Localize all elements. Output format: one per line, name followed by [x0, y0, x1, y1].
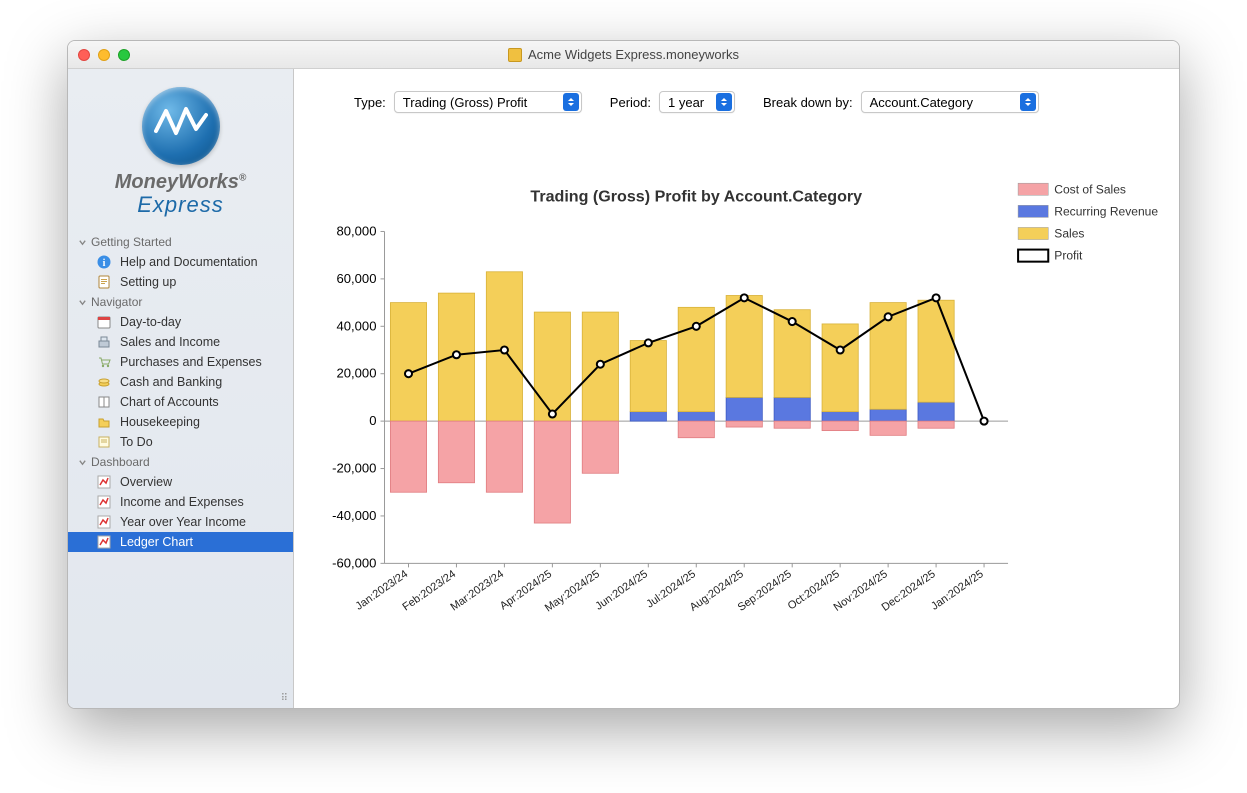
- svg-text:60,000: 60,000: [337, 271, 377, 286]
- folder-icon: [96, 414, 112, 430]
- book-icon: [96, 394, 112, 410]
- brand-line2: Express: [68, 192, 293, 218]
- sidebar-item-income-and-expenses[interactable]: Income and Expenses: [68, 492, 293, 512]
- chart-controls: Type: Trading (Gross) Profit Period: 1 y…: [294, 69, 1179, 117]
- svg-text:-20,000: -20,000: [332, 461, 376, 476]
- type-control: Type: Trading (Gross) Profit: [354, 91, 582, 113]
- document-icon: [508, 48, 522, 62]
- breakdown-label: Break down by:: [763, 95, 853, 110]
- main-panel: Type: Trading (Gross) Profit Period: 1 y…: [294, 69, 1179, 708]
- period-label: Period:: [610, 95, 651, 110]
- svg-text:Jan:2024/25: Jan:2024/25: [929, 568, 986, 613]
- sidebar-item-label: Income and Expenses: [120, 495, 244, 509]
- select-stepper-icon: [563, 93, 579, 111]
- breakdown-control: Break down by: Account.Category: [763, 91, 1039, 113]
- sidebar-group-header[interactable]: Navigator: [68, 292, 293, 312]
- svg-text:Mar:2023/24: Mar:2023/24: [448, 568, 506, 613]
- app-window: Acme Widgets Express.moneyworks MoneyWor…: [67, 40, 1180, 709]
- type-label: Type:: [354, 95, 386, 110]
- brand-block: MoneyWorks® Express: [68, 69, 293, 222]
- sidebar-item-label: To Do: [120, 435, 153, 449]
- sidebar-item-purchases-and-expenses[interactable]: Purchases and Expenses: [68, 352, 293, 372]
- sidebar-item-label: Ledger Chart: [120, 535, 193, 549]
- sidebar-item-label: Day-to-day: [120, 315, 181, 329]
- sidebar: MoneyWorks® Express Getting Started i Help…: [68, 69, 294, 708]
- info-icon: i: [96, 254, 112, 270]
- svg-text:Profit: Profit: [1054, 249, 1083, 263]
- sidebar-item-label: Chart of Accounts: [120, 395, 219, 409]
- breakdown-select-value: Account.Category: [870, 95, 973, 110]
- svg-text:-40,000: -40,000: [332, 508, 376, 523]
- sidebar-item-label: Housekeeping: [120, 415, 200, 429]
- sidebar-item-year-over-year-income[interactable]: Year over Year Income: [68, 512, 293, 532]
- svg-text:40,000: 40,000: [337, 318, 377, 333]
- svg-text:Trading (Gross) Profit by Acco: Trading (Gross) Profit by Account.Catego…: [530, 187, 862, 205]
- sidebar-item-label: Purchases and Expenses: [120, 355, 262, 369]
- cart-icon: [96, 354, 112, 370]
- sidebar-group-header[interactable]: Getting Started: [68, 232, 293, 252]
- calendar-icon: [96, 314, 112, 330]
- sidebar-resize-grip[interactable]: ⠿: [281, 693, 289, 704]
- select-stepper-icon: [716, 93, 732, 111]
- svg-text:80,000: 80,000: [337, 224, 377, 239]
- note-icon: [96, 434, 112, 450]
- chart-icon: [96, 494, 112, 510]
- sidebar-item-cash-and-banking[interactable]: Cash and Banking: [68, 372, 293, 392]
- coins-icon: [96, 374, 112, 390]
- sidebar-item-chart-of-accounts[interactable]: Chart of Accounts: [68, 392, 293, 412]
- svg-text:Recurring Revenue: Recurring Revenue: [1054, 204, 1158, 218]
- sidebar-tree: Getting Started i Help and Documentation Se…: [68, 232, 293, 552]
- sidebar-item-label: Year over Year Income: [120, 515, 246, 529]
- titlebar: Acme Widgets Express.moneyworks: [68, 41, 1179, 69]
- type-select-value: Trading (Gross) Profit: [403, 95, 528, 110]
- svg-text:Jun:2024/25: Jun:2024/25: [593, 568, 650, 613]
- period-select[interactable]: 1 year: [659, 91, 735, 113]
- sidebar-item-label: Overview: [120, 475, 172, 489]
- type-select[interactable]: Trading (Gross) Profit: [394, 91, 582, 113]
- chart-icon: [96, 474, 112, 490]
- svg-text:0: 0: [369, 413, 376, 428]
- cash-register-icon: [96, 334, 112, 350]
- sidebar-item-label: Setting up: [120, 275, 176, 289]
- chart-icon: [96, 534, 112, 550]
- sidebar-item-help-and-documentation[interactable]: i Help and Documentation: [68, 252, 293, 272]
- breakdown-select[interactable]: Account.Category: [861, 91, 1039, 113]
- sidebar-item-ledger-chart[interactable]: Ledger Chart: [68, 532, 293, 552]
- svg-text:Cost of Sales: Cost of Sales: [1054, 182, 1126, 196]
- window-title: Acme Widgets Express.moneyworks: [68, 47, 1179, 62]
- svg-text:Sep:2024/25: Sep:2024/25: [736, 568, 794, 614]
- svg-text:i: i: [103, 258, 106, 269]
- logo-icon: [142, 87, 220, 165]
- svg-text:20,000: 20,000: [337, 366, 377, 381]
- sidebar-item-to-do[interactable]: To Do: [68, 432, 293, 452]
- doc-icon: [96, 274, 112, 290]
- window-title-text: Acme Widgets Express.moneyworks: [528, 47, 739, 62]
- chart-area: Trading (Gross) Profit by Account.Catego…: [294, 117, 1179, 708]
- sidebar-item-day-to-day[interactable]: Day-to-day: [68, 312, 293, 332]
- svg-text:-60,000: -60,000: [332, 555, 376, 570]
- sidebar-item-sales-and-income[interactable]: Sales and Income: [68, 332, 293, 352]
- sidebar-item-overview[interactable]: Overview: [68, 472, 293, 492]
- period-control: Period: 1 year: [610, 91, 735, 113]
- chart-icon: [96, 514, 112, 530]
- sidebar-item-housekeeping[interactable]: Housekeeping: [68, 412, 293, 432]
- sidebar-item-label: Cash and Banking: [120, 375, 222, 389]
- svg-text:Sales: Sales: [1054, 227, 1084, 241]
- svg-text:Dec:2024/25: Dec:2024/25: [880, 568, 938, 614]
- period-select-value: 1 year: [668, 95, 704, 110]
- sidebar-item-label: Help and Documentation: [120, 255, 258, 269]
- brand-line1: MoneyWorks®: [68, 171, 293, 194]
- sidebar-group-header[interactable]: Dashboard: [68, 452, 293, 472]
- select-stepper-icon: [1020, 93, 1036, 111]
- sidebar-item-setting-up[interactable]: Setting up: [68, 272, 293, 292]
- sidebar-item-label: Sales and Income: [120, 335, 220, 349]
- ledger-chart-svg: Trading (Gross) Profit by Account.Catego…: [294, 117, 1179, 708]
